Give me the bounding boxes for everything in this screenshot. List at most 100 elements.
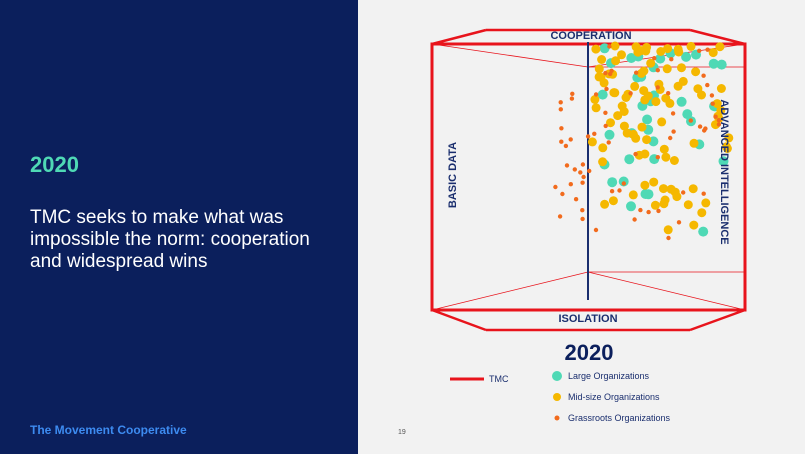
large-org-dot xyxy=(597,89,608,100)
mid-org-dot xyxy=(611,56,621,66)
grassroots-org-dot xyxy=(638,207,643,213)
grassroots-org-dot xyxy=(670,111,676,116)
mid-org-dot xyxy=(661,152,671,162)
grassroots-org-dot xyxy=(560,191,565,197)
cube-edge xyxy=(689,28,746,46)
mid-org-dot xyxy=(686,41,696,51)
mid-org-dot xyxy=(708,48,718,58)
mid-org-dot xyxy=(630,81,640,91)
grassroots-org-dot xyxy=(655,155,660,160)
org-dots xyxy=(553,41,734,241)
grassroots-org-dot xyxy=(559,126,564,131)
large-org-dot xyxy=(655,53,666,64)
year-heading: 2020 xyxy=(30,152,79,177)
grassroots-org-dot xyxy=(553,184,558,190)
legend-large-dot xyxy=(552,371,562,381)
grassroots-org-dot xyxy=(646,209,651,215)
mid-org-dot xyxy=(663,225,673,235)
axis-label-bottom: ISOLATION xyxy=(558,313,617,325)
mid-org-dot xyxy=(591,44,601,54)
cube-edge xyxy=(689,308,746,332)
mid-org-dot xyxy=(587,137,597,147)
mid-org-dot xyxy=(673,81,683,91)
mid-org-dot xyxy=(608,196,618,206)
legend-tmc: TMC xyxy=(489,374,509,384)
large-org-dot xyxy=(698,226,709,237)
mid-org-dot xyxy=(640,180,650,190)
mid-org-dot xyxy=(594,64,604,74)
legend-grassroots-dot xyxy=(554,415,560,421)
large-org-dot xyxy=(676,96,687,107)
mid-org-dot xyxy=(697,208,707,218)
large-org-dot xyxy=(642,114,653,125)
mid-org-dot xyxy=(594,72,604,82)
mid-org-dot xyxy=(606,118,615,128)
grassroots-org-dot xyxy=(606,140,611,145)
grassroots-org-dot xyxy=(593,227,599,233)
brand-name: The Movement Cooperative xyxy=(30,423,187,437)
grassroots-org-dot xyxy=(666,91,671,96)
grassroots-org-dot xyxy=(702,128,707,133)
large-org-dot xyxy=(607,177,618,188)
grassroots-org-dot xyxy=(676,220,682,225)
mid-org-dot xyxy=(712,99,722,109)
mid-org-dot xyxy=(649,177,659,187)
large-org-dot xyxy=(624,154,635,165)
mid-org-dot xyxy=(716,84,726,93)
cube-edge xyxy=(431,271,589,311)
axis-label-top: COOPERATION xyxy=(550,30,631,42)
mid-org-dot xyxy=(610,41,620,51)
mid-org-dot xyxy=(716,105,726,115)
mid-org-dot xyxy=(659,184,668,194)
grassroots-org-dot xyxy=(603,70,608,76)
grassroots-org-dot xyxy=(564,163,570,168)
cube-edge xyxy=(587,271,746,311)
grassroots-org-dot xyxy=(716,118,721,123)
grassroots-org-dot xyxy=(617,188,622,193)
mid-org-dot xyxy=(663,44,673,54)
mid-org-dot xyxy=(659,144,669,154)
mid-org-dot xyxy=(617,50,626,60)
grassroots-org-dot xyxy=(570,91,575,97)
mid-org-dot xyxy=(609,88,619,98)
axis-label-left: BASIC DATA xyxy=(447,142,459,208)
grassroots-org-dot xyxy=(580,216,585,222)
axis-label-right: ADVANCED INTELLIGENCE xyxy=(718,99,730,244)
mid-org-dot xyxy=(633,47,643,57)
mid-org-dot xyxy=(683,200,693,210)
grassroots-org-dot xyxy=(592,131,597,136)
grassroots-org-dot xyxy=(558,107,563,112)
grassroots-org-dot xyxy=(558,100,563,105)
mid-org-dot xyxy=(724,133,734,143)
page-number: 19 xyxy=(398,429,406,436)
grassroots-org-dot xyxy=(593,92,599,97)
mid-org-dot xyxy=(662,64,672,74)
mid-org-dot xyxy=(622,128,632,138)
legend-grassroots: Grassroots Organizations xyxy=(568,413,671,423)
grassroots-org-dot xyxy=(557,214,563,219)
mid-org-dot xyxy=(660,195,670,205)
grassroots-org-dot xyxy=(633,151,638,157)
grassroots-org-dot xyxy=(580,180,585,185)
grassroots-org-dot xyxy=(609,189,615,194)
grassroots-org-dot xyxy=(671,129,676,134)
grassroots-org-dot xyxy=(609,68,614,74)
grassroots-org-dot xyxy=(652,56,657,61)
grassroots-org-dot xyxy=(705,47,710,52)
grassroots-org-dot xyxy=(628,91,633,96)
grassroots-org-dot xyxy=(580,162,586,167)
mid-org-dot xyxy=(613,111,623,121)
grassroots-org-dot xyxy=(634,70,639,75)
mid-org-dot xyxy=(689,220,699,230)
mid-org-dot xyxy=(631,133,641,143)
grassroots-org-dot xyxy=(581,174,586,180)
grassroots-org-dot xyxy=(585,134,591,139)
grassroots-org-dot xyxy=(603,110,608,116)
cube-edge xyxy=(431,28,487,46)
mid-org-dot xyxy=(701,198,711,208)
grassroots-org-dot xyxy=(568,137,573,142)
grassroots-org-dot xyxy=(656,208,661,214)
large-org-dot xyxy=(604,129,615,140)
positioning-diagram: COOPERATION ISOLATION BASIC DATA ADVANCE… xyxy=(430,28,747,423)
mid-org-dot xyxy=(628,190,638,200)
